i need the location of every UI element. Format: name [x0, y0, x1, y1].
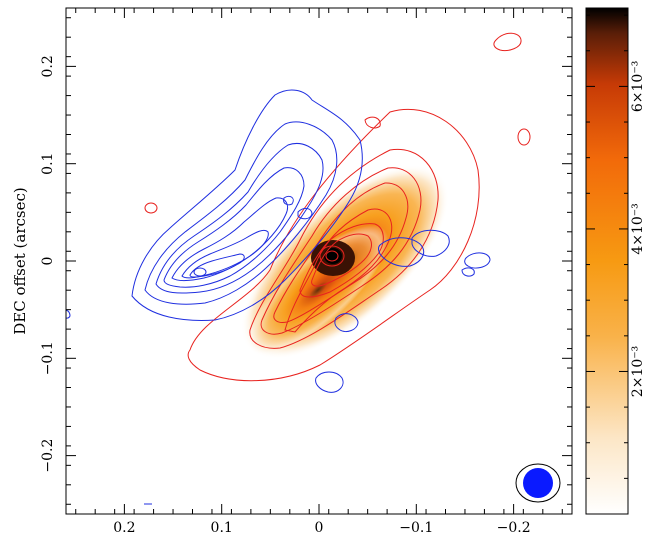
minor-ticks	[66, 8, 572, 514]
beam-ellipse	[515, 463, 561, 503]
colorbar: 2×10⁻³ 4×10⁻³ 6×10⁻³	[585, 7, 646, 515]
y-tick-label: −0.2	[40, 439, 56, 473]
y-axis-label: DEC offset (arcsec)	[11, 187, 29, 334]
y-tick-label: 0	[40, 257, 56, 266]
y-tick-label: −0.1	[40, 341, 56, 375]
colorbar-gradient	[585, 7, 629, 515]
y-tick-label: 0.1	[40, 153, 56, 175]
image-panel: 0.2 0.1 0 −0.1 −0.2 0.2 0.1 0 −0.1 −0.2	[40, 7, 573, 535]
colorbar-tick-label: 4×10⁻³	[630, 203, 646, 254]
y-tick-label: 0.2	[40, 55, 56, 77]
x-tick-label: −0.2	[497, 520, 531, 535]
x-ticks: 0.2 0.1 0 −0.1 −0.2	[113, 8, 531, 535]
x-tick-label: 0	[315, 520, 324, 535]
x-tick-label: 0.1	[211, 520, 233, 535]
colorbar-tick-label: 2×10⁻³	[630, 346, 646, 397]
x-tick-label: −0.1	[399, 520, 433, 535]
colorbar-ticks: 2×10⁻³ 4×10⁻³ 6×10⁻³	[586, 14, 646, 479]
blue-contours	[66, 89, 491, 505]
x-tick-label: 0.2	[113, 520, 135, 535]
y-ticks: 0.2 0.1 0 −0.1 −0.2	[40, 55, 572, 473]
colorbar-tick-label: 6×10⁻³	[630, 61, 646, 112]
red-contours	[144, 32, 531, 382]
